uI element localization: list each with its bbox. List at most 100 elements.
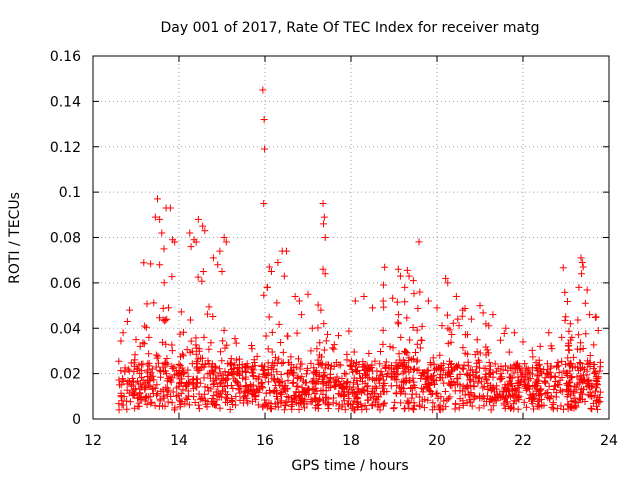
data-point: [435, 403, 443, 411]
data-point: [204, 310, 212, 318]
data-point: [134, 365, 142, 373]
data-point: [389, 294, 397, 302]
data-point: [273, 368, 281, 376]
data-point: [142, 324, 150, 332]
data-point: [502, 392, 510, 400]
data-point: [458, 312, 466, 320]
data-point: [369, 388, 377, 396]
data-point: [191, 399, 199, 407]
data-point: [270, 387, 278, 395]
data-point: [403, 397, 411, 405]
data-point: [221, 368, 229, 376]
data-point: [396, 272, 404, 280]
data-point: [376, 372, 384, 380]
data-point: [577, 254, 585, 262]
data-point: [117, 367, 125, 375]
data-point: [249, 362, 257, 370]
data-point: [456, 381, 464, 389]
data-point: [212, 363, 220, 371]
data-point: [412, 349, 420, 357]
data-point: [163, 377, 171, 385]
data-point: [208, 395, 216, 403]
data-point: [577, 385, 585, 393]
data-point: [547, 372, 555, 380]
data-point: [177, 390, 185, 398]
data-point: [505, 386, 513, 394]
data-point: [391, 375, 399, 383]
data-point: [564, 400, 572, 408]
data-point: [489, 311, 497, 319]
data-point: [221, 344, 229, 352]
data-point: [473, 359, 481, 367]
data-point: [264, 359, 272, 367]
data-point: [261, 396, 269, 404]
data-point: [277, 390, 285, 398]
data-point: [442, 274, 450, 282]
data-point: [196, 379, 204, 387]
data-point: [491, 397, 499, 405]
x-tick-label: 14: [170, 433, 188, 449]
data-point: [153, 391, 161, 399]
data-point: [179, 386, 187, 394]
data-point: [308, 324, 316, 332]
data-point: [586, 311, 594, 319]
data-point: [211, 401, 219, 409]
data-point: [298, 383, 306, 391]
data-point: [368, 367, 376, 375]
data-point: [451, 387, 459, 395]
data-point: [560, 405, 568, 413]
data-point: [250, 356, 258, 364]
data-point: [494, 365, 502, 373]
data-point: [310, 369, 318, 377]
data-point: [199, 222, 207, 230]
data-point: [164, 398, 172, 406]
data-point: [418, 322, 426, 330]
data-point: [543, 389, 551, 397]
data-point: [226, 405, 234, 413]
data-point: [117, 381, 125, 389]
data-point: [504, 380, 512, 388]
data-point: [232, 377, 239, 385]
data-point: [470, 382, 478, 390]
data-point: [232, 339, 240, 347]
data-point: [476, 349, 484, 357]
data-point: [383, 372, 391, 380]
data-point: [581, 299, 589, 307]
data-point: [151, 213, 159, 221]
data-point: [381, 399, 389, 407]
data-point: [511, 385, 519, 393]
data-point: [418, 369, 426, 377]
data-point: [452, 400, 460, 408]
data-point: [514, 394, 522, 402]
data-point: [141, 383, 149, 391]
data-point: [232, 392, 240, 400]
data-point: [325, 379, 333, 387]
data-point: [410, 406, 418, 414]
data-point: [277, 371, 285, 379]
data-point: [132, 336, 140, 344]
data-point: [529, 364, 537, 372]
data-point: [373, 384, 381, 392]
data-point: [574, 363, 582, 371]
data-point: [459, 387, 467, 395]
data-point: [227, 382, 235, 390]
data-point: [242, 382, 250, 390]
data-point: [402, 374, 410, 382]
data-point: [483, 346, 491, 354]
data-point: [143, 300, 151, 308]
data-point: [307, 359, 315, 367]
data-point: [400, 385, 408, 393]
data-point: [279, 348, 287, 356]
data-point: [463, 331, 471, 339]
data-point: [267, 371, 275, 379]
data-point: [264, 378, 272, 386]
data-point: [135, 361, 143, 369]
data-point: [521, 360, 529, 368]
data-point: [192, 334, 200, 342]
data-point: [498, 393, 506, 401]
data-point: [139, 339, 147, 347]
data-point: [564, 387, 572, 395]
data-point: [194, 273, 202, 281]
data-point: [576, 359, 584, 367]
data-point: [168, 399, 176, 407]
